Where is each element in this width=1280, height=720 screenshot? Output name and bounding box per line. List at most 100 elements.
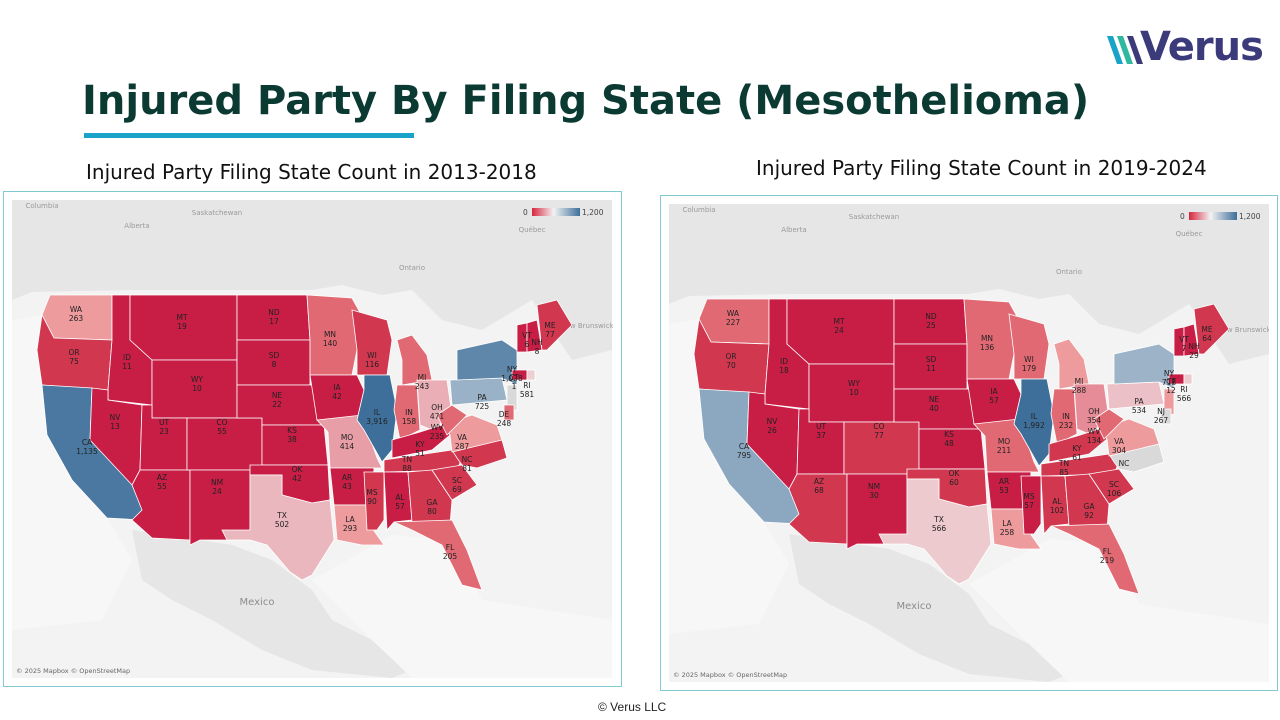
state-me[interactable] (1193, 303, 1230, 355)
state-fl[interactable] (1050, 523, 1140, 595)
state-nm[interactable] (189, 469, 251, 546)
state-value-ut: 23 (159, 427, 169, 436)
state-label-va: VA (1114, 437, 1125, 446)
state-value-ne: 22 (272, 400, 282, 409)
gulf-of-mexico (312, 535, 612, 678)
state-wv[interactable] (1093, 408, 1125, 440)
state-label-mo: MO (341, 433, 353, 442)
state-label-ca: CA (82, 438, 93, 447)
state-al[interactable] (383, 471, 413, 532)
state-label-nj: NJ (1157, 407, 1165, 416)
state-label-mn: MN (981, 334, 993, 343)
state-il[interactable] (356, 374, 398, 463)
state-value-az: 68 (814, 486, 824, 495)
state-label-ne: NE (272, 391, 283, 400)
state-label-il: IL (374, 408, 381, 417)
state-value-ri: 581 (520, 390, 535, 399)
state-label-nv: NV (110, 413, 122, 422)
state-label-ar: AR (999, 477, 1009, 486)
state-value-ia: 57 (989, 396, 999, 405)
state-value-ok: 42 (292, 474, 302, 483)
state-de[interactable] (1160, 408, 1172, 425)
state-value-ny: 718 (1162, 378, 1177, 387)
state-value-ar: 43 (342, 482, 352, 491)
state-label-wa: WA (727, 309, 740, 318)
choropleth-map-2013-2018[interactable]: Columbia Alberta Saskatchewan Ontario Québec… (12, 200, 613, 678)
state-ri[interactable] (526, 369, 536, 381)
geo-label: Alberta (124, 222, 149, 230)
state-label-id: ID (780, 357, 788, 366)
state-wv[interactable] (436, 404, 468, 436)
state-value-nv: 26 (767, 426, 777, 435)
state-label-wi: WI (367, 351, 377, 360)
state-label-tx: TX (276, 511, 287, 520)
state-label-me: ME (544, 321, 555, 330)
state-label-ut: UT (816, 422, 826, 431)
state-value-ri: 566 (1177, 394, 1192, 403)
state-label-ny: NY (507, 365, 518, 374)
state-label-va: VA (457, 433, 468, 442)
state-value-ga: 80 (427, 507, 437, 516)
state-label-in: IN (1062, 412, 1070, 421)
state-value-nc: 81 (462, 464, 472, 473)
state-tx[interactable] (878, 478, 992, 585)
state-label-mn: MN (324, 330, 336, 339)
state-nm[interactable] (846, 473, 908, 550)
state-ri[interactable] (1183, 373, 1193, 385)
state-value-al: 57 (395, 502, 405, 511)
choropleth-map-2019-2024[interactable]: Columbia Alberta Saskatchewan Ontario Québec… (669, 204, 1269, 682)
state-value-mt: 19 (177, 322, 187, 331)
state-value-nh: 8 (535, 347, 540, 356)
legend-gradient (532, 208, 580, 216)
state-de[interactable] (503, 404, 515, 421)
state-value-nh: 29 (1189, 351, 1199, 360)
mexico-landmass (789, 534, 1069, 682)
state-value-la: 258 (1000, 528, 1015, 537)
state-value-nj: 267 (1154, 416, 1169, 425)
state-label-wy: WY (191, 375, 203, 384)
state-value-wv: 235 (430, 432, 445, 441)
state-label-ia: IA (333, 383, 341, 392)
state-ms[interactable] (363, 471, 385, 531)
state-value-tx: 502 (275, 520, 290, 529)
state-label-nv: NV (767, 417, 779, 426)
state-label-ga: GA (1084, 502, 1096, 511)
state-value-mt: 24 (834, 326, 844, 335)
state-label-la: LA (1002, 519, 1012, 528)
state-mn[interactable] (306, 294, 368, 376)
verus-logo-mark (1107, 36, 1143, 64)
state-value-wy: 10 (849, 388, 859, 397)
state-label-az: AZ (157, 473, 167, 482)
state-value-co: 77 (874, 431, 884, 440)
state-sc[interactable] (1088, 468, 1135, 505)
state-sc[interactable] (431, 464, 478, 501)
state-me[interactable] (536, 299, 573, 351)
state-il[interactable] (1013, 378, 1055, 467)
state-tn[interactable] (1040, 453, 1120, 477)
state-label-fl: FL (1103, 547, 1112, 556)
state-label-tn: TN (1058, 459, 1069, 468)
state-tn[interactable] (383, 449, 463, 473)
state-tx[interactable] (221, 474, 335, 581)
state-value-fl: 205 (443, 552, 458, 561)
state-value-nm: 24 (212, 487, 222, 496)
state-label-co: CO (873, 422, 884, 431)
state-ms[interactable] (1020, 475, 1042, 535)
state-mn[interactable] (963, 298, 1025, 380)
state-al[interactable] (1040, 475, 1070, 536)
state-label-ut: UT (159, 418, 169, 427)
map-panel-left: Columbia Alberta Saskatchewan Ontario Québec… (3, 191, 622, 687)
state-label-de: DE (499, 410, 510, 419)
state-label-vt: VT (522, 331, 532, 340)
state-label-me: ME (1201, 325, 1212, 334)
state-label-ri: RI (523, 381, 530, 390)
state-label-ct: CT (1166, 377, 1176, 386)
state-label-ga: GA (427, 498, 439, 507)
state-label-al: AL (1052, 497, 1062, 506)
state-fl[interactable] (393, 519, 483, 591)
map-attribution: © 2025 Mapbox © OpenStreetMap (673, 671, 787, 679)
geo-label: Ontario (1056, 268, 1082, 276)
state-label-wv: WV (1088, 427, 1101, 436)
state-value-ky: 61 (1072, 453, 1082, 462)
state-value-vt: 7 (1182, 344, 1187, 353)
